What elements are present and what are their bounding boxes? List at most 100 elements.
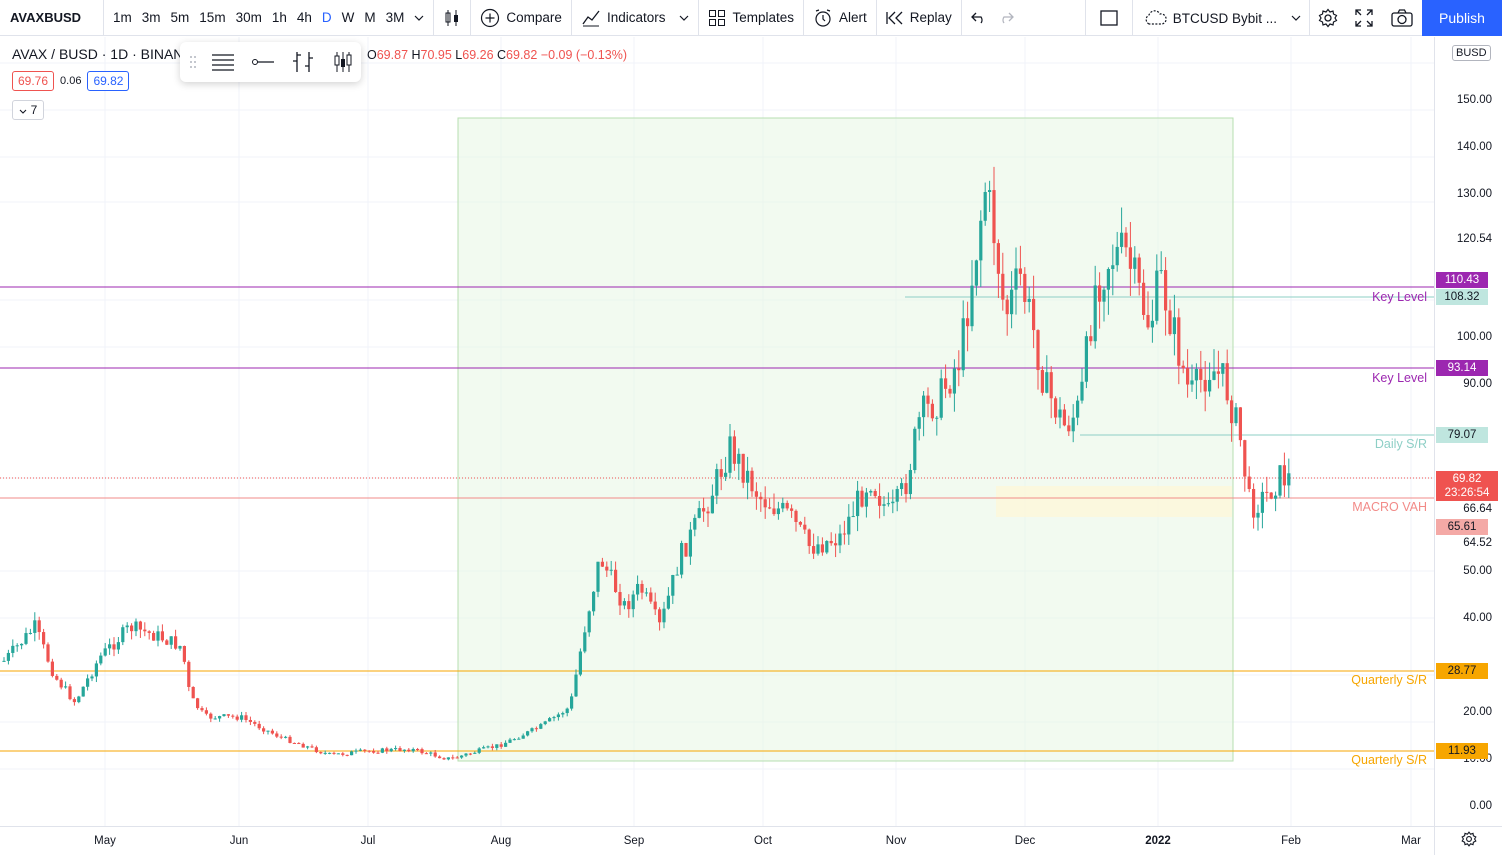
compare-button[interactable]: Compare	[471, 0, 571, 36]
candle-body	[1067, 425, 1071, 432]
chart-canvas[interactable]	[0, 37, 1434, 826]
candle-body	[587, 611, 591, 633]
candle-body	[490, 746, 494, 748]
candle-body	[979, 220, 983, 261]
candle-body	[473, 752, 477, 754]
candle-body	[24, 633, 28, 644]
macro-zone-box[interactable]	[996, 486, 1232, 517]
drag-handle-icon[interactable]	[186, 46, 200, 78]
candle-body	[310, 746, 314, 748]
sell-button[interactable]: 69.76	[12, 71, 55, 91]
indicators-toggle-button[interactable]: 7	[12, 100, 44, 120]
time-tick: Dec	[1014, 835, 1036, 847]
interval-w[interactable]: W	[341, 10, 355, 25]
candle-body	[592, 591, 596, 612]
candle-body	[684, 543, 688, 557]
time-tick: Mar	[1401, 835, 1421, 847]
candle-body	[596, 561, 600, 592]
price-tick: 130.00	[1456, 188, 1492, 200]
interval-1m[interactable]: 1m	[113, 10, 132, 25]
interval-d[interactable]: D	[321, 10, 332, 25]
bar-pattern-icon[interactable]	[286, 46, 320, 78]
candle-body	[1106, 268, 1110, 290]
spread-value: 0.06	[60, 75, 82, 87]
redo-button[interactable]	[996, 0, 1023, 36]
candle-body	[807, 529, 811, 547]
candle-body	[376, 752, 380, 754]
candle-body	[1177, 317, 1181, 366]
candle-body	[138, 621, 142, 630]
candle-body	[548, 718, 552, 722]
candle-body	[332, 752, 336, 754]
candle-body	[847, 516, 851, 535]
chevron-down-icon	[19, 103, 27, 117]
candles-style-icon[interactable]	[326, 46, 360, 78]
candle-body	[930, 403, 934, 419]
daily-sr-label: Daily S/R	[1374, 437, 1427, 451]
chart-pane[interactable]: AVAX / BUSD · 1D · BINAN O69.87 H70.95 L…	[0, 37, 1434, 826]
replay-button[interactable]: Replay	[877, 0, 961, 36]
candle-body	[460, 755, 464, 758]
interval-3m[interactable]: 3m	[141, 10, 161, 25]
interval-3m-long[interactable]: 3M	[385, 10, 405, 25]
candle-body	[842, 533, 846, 535]
candle-body	[328, 752, 332, 754]
candle-body	[900, 483, 904, 490]
buy-button[interactable]: 69.82	[87, 71, 130, 91]
candle-body	[1027, 298, 1031, 302]
price-scale[interactable]: BUSD 150.00 140.00 130.00 120.54 100.00 …	[1434, 37, 1502, 826]
candle-body	[1194, 368, 1198, 381]
interval-5m[interactable]: 5m	[170, 10, 190, 25]
time-tick: May	[94, 835, 116, 847]
chevron-down-icon[interactable]	[409, 0, 429, 36]
layout-button[interactable]	[1086, 0, 1132, 36]
candle-body	[737, 453, 741, 464]
candle-body	[253, 721, 257, 724]
compare-symbol-dropdown[interactable]: BTCUSD Bybit ...	[1133, 0, 1309, 36]
candle-body	[1080, 381, 1084, 401]
candle-body	[992, 190, 996, 244]
settings-button[interactable]	[1310, 0, 1346, 36]
indicators-button[interactable]: Indicators	[572, 0, 699, 36]
interval-30m[interactable]: 30m	[235, 10, 262, 25]
interval-m[interactable]: M	[364, 10, 376, 25]
bar-style-button[interactable]	[434, 0, 470, 36]
candle-body	[508, 739, 512, 743]
templates-button[interactable]: Templates	[699, 0, 803, 36]
price-label-daily-sr: 79.07	[1436, 427, 1488, 443]
candle-body	[904, 483, 908, 495]
candle-body	[1120, 232, 1124, 247]
horizontal-ray-icon[interactable]	[246, 46, 280, 78]
candle-body	[1146, 314, 1150, 328]
time-scale[interactable]: May Jun Jul Aug Sep Oct Nov Dec 2022 Feb…	[0, 826, 1434, 855]
alert-button[interactable]: Alert	[804, 0, 876, 36]
chart-settings-corner[interactable]	[1434, 826, 1502, 855]
candle-body	[174, 636, 178, 649]
candle-body	[697, 508, 701, 518]
candle-body	[116, 642, 120, 650]
candle-body	[372, 751, 376, 753]
candle-body	[182, 646, 186, 662]
candle-body	[534, 728, 538, 730]
interval-1h[interactable]: 1h	[271, 10, 287, 25]
horizontal-lines-icon[interactable]	[206, 46, 240, 78]
fullscreen-button[interactable]	[1346, 0, 1382, 36]
candle-body	[284, 736, 288, 738]
candle-body	[1155, 270, 1159, 321]
snapshot-button[interactable]	[1382, 0, 1422, 36]
candle-body	[358, 749, 362, 751]
symbol-search-button[interactable]: AVAXBUSD	[0, 0, 104, 36]
candle-body	[416, 749, 420, 751]
publish-button[interactable]: Publish	[1422, 0, 1502, 36]
interval-4h[interactable]: 4h	[296, 10, 312, 25]
interval-15m[interactable]: 15m	[199, 10, 226, 25]
candle-body	[860, 490, 864, 507]
candle-body	[336, 753, 340, 755]
currency-badge[interactable]: BUSD	[1452, 45, 1491, 61]
undo-button[interactable]	[962, 0, 996, 36]
date-range-box[interactable]	[457, 117, 1234, 762]
series-legend-title[interactable]: AVAX / BUSD · 1D · BINAN	[12, 46, 184, 62]
undo-icon	[970, 12, 987, 24]
candle-body	[622, 601, 626, 606]
candle-body	[433, 752, 437, 757]
